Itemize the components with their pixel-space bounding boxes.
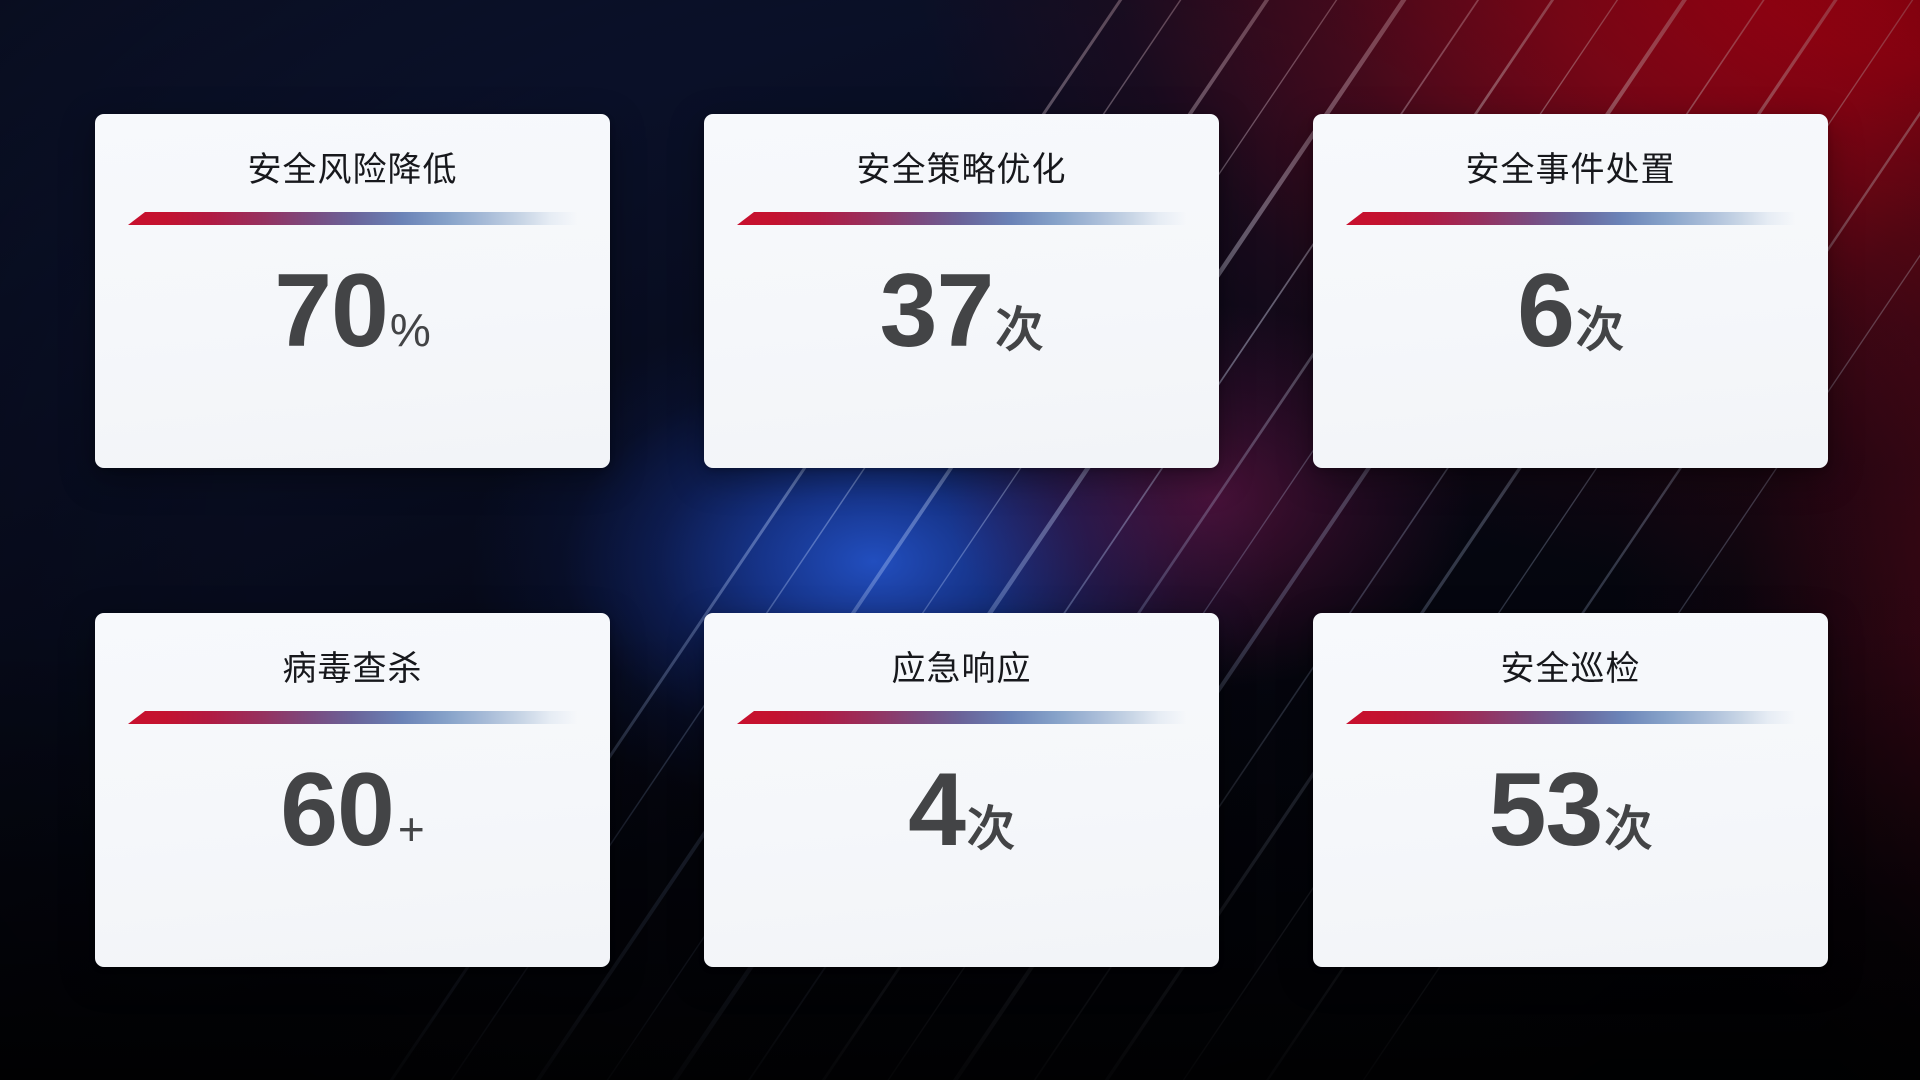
stat-card-title: 安全策略优化 bbox=[856, 150, 1067, 189]
stat-value-number: 53 bbox=[1488, 752, 1604, 868]
stat-card-value: 60 + bbox=[280, 758, 425, 862]
stat-card-divider bbox=[737, 212, 1186, 225]
stat-card-divider bbox=[128, 212, 577, 225]
stat-card-divider bbox=[737, 711, 1186, 724]
stat-value-number: 60 bbox=[280, 752, 395, 868]
stat-value-unit: 次 bbox=[995, 304, 1044, 357]
stat-card-title: 安全事件处置 bbox=[1465, 150, 1676, 189]
stat-card-value: 6 次 bbox=[1517, 259, 1624, 363]
stat-card-title: 安全巡检 bbox=[1500, 649, 1641, 688]
stat-card-emergency-response[interactable]: 应急响应 4 次 bbox=[704, 613, 1219, 967]
stat-value-unit: % bbox=[389, 304, 431, 356]
stat-card-security-incident-handling[interactable]: 安全事件处置 6 次 bbox=[1313, 114, 1828, 468]
stat-value-number: 6 bbox=[1517, 253, 1575, 369]
stat-card-value: 70 % bbox=[274, 259, 431, 363]
stat-card-divider bbox=[128, 711, 577, 724]
stat-value-unit: 次 bbox=[966, 803, 1015, 856]
stat-value-number: 70 bbox=[274, 253, 389, 369]
stat-card-title: 应急响应 bbox=[891, 649, 1032, 688]
stat-card-title: 安全风险降低 bbox=[247, 150, 458, 189]
stat-card-grid: 安全风险降低 70 % 安全策略优化 37 次 安全事件处置 6 次 bbox=[95, 114, 1828, 967]
stat-card-security-risk-reduction[interactable]: 安全风险降低 70 % bbox=[95, 114, 610, 468]
stat-value-unit: + bbox=[397, 803, 425, 855]
stat-value-unit: 次 bbox=[1575, 304, 1624, 357]
stat-card-divider bbox=[1346, 711, 1795, 724]
stat-card-value: 4 次 bbox=[908, 758, 1015, 862]
stat-card-security-inspection[interactable]: 安全巡检 53 次 bbox=[1313, 613, 1828, 967]
stat-card-virus-removal[interactable]: 病毒查杀 60 + bbox=[95, 613, 610, 967]
stat-card-title: 病毒查杀 bbox=[282, 649, 423, 688]
stat-card-value: 53 次 bbox=[1489, 758, 1653, 862]
stat-value-number: 4 bbox=[908, 752, 966, 868]
stat-value-number: 37 bbox=[879, 253, 995, 369]
stat-card-security-policy-optimization[interactable]: 安全策略优化 37 次 bbox=[704, 114, 1219, 468]
stat-card-divider bbox=[1346, 212, 1795, 225]
stat-card-value: 37 次 bbox=[880, 259, 1044, 363]
stat-value-unit: 次 bbox=[1604, 803, 1653, 856]
